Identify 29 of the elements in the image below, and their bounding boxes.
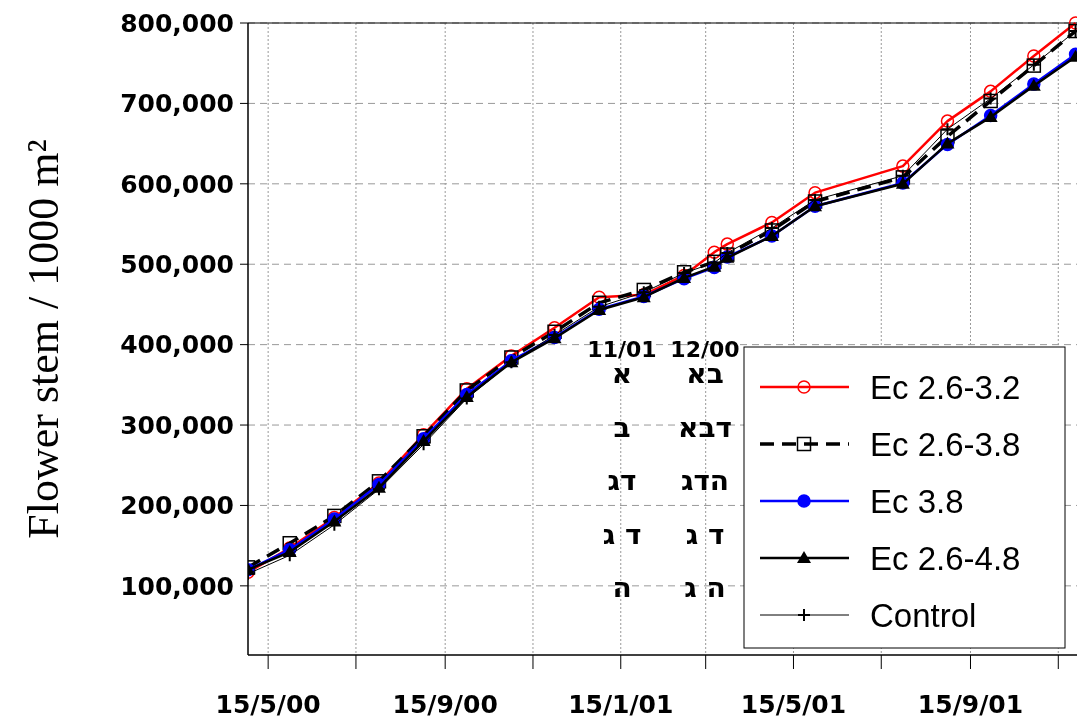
y-tick-label: 700,000 xyxy=(120,89,234,119)
annotation: ג ד xyxy=(602,517,642,551)
x-tick-label: 15/1/01 xyxy=(568,690,674,719)
y-tick-label: 300,000 xyxy=(120,410,234,440)
annotation: 12/00 xyxy=(670,337,740,362)
legend-label: Ec 2.6-3.8 xyxy=(870,425,1021,463)
annotation: גד xyxy=(607,464,637,497)
y-tick-label: 400,000 xyxy=(120,330,234,360)
y-axis-title: Flower stem / 1000 m² xyxy=(19,139,68,539)
annotation: ה xyxy=(612,571,632,604)
annotation: אבד xyxy=(678,410,732,444)
y-tick-label: 600,000 xyxy=(120,169,234,199)
legend-label: Ec 2.6-4.8 xyxy=(870,539,1021,577)
y-tick-label: 100,000 xyxy=(120,571,234,601)
annotation: ג ד xyxy=(685,517,725,551)
y-tick-label: 500,000 xyxy=(120,249,234,279)
x-tick-label: 15/9/01 xyxy=(917,690,1024,719)
legend-label: Ec 2.6-3.2 xyxy=(870,368,1021,406)
annotation: ב xyxy=(613,410,631,444)
x-tick-label: 15/9/00 xyxy=(392,690,498,719)
y-tick-label: 200,000 xyxy=(120,491,234,521)
annotation: ג ה xyxy=(684,571,726,604)
legend-label: Ec 3.8 xyxy=(870,482,964,520)
x-tick-label: 15/5/01 xyxy=(740,690,847,719)
annotation: 11/01 xyxy=(587,337,657,362)
legend-label: Control xyxy=(870,596,977,634)
annotation: גדה xyxy=(680,464,730,497)
x-tick-label: 15/5/00 xyxy=(215,690,321,719)
y-tick-label: 800,000 xyxy=(120,8,234,38)
